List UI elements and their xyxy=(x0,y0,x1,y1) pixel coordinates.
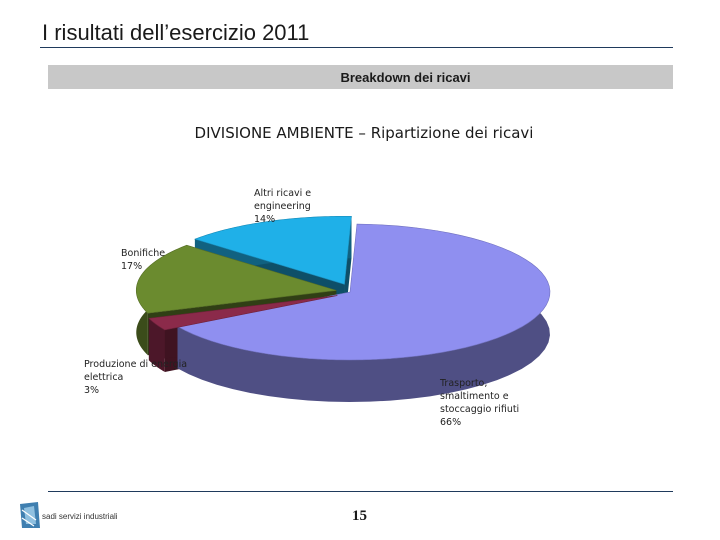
section-bar: Breakdown dei ricavi xyxy=(48,65,673,89)
page-number: 15 xyxy=(352,508,367,524)
slice-label-produzione-energia: Produzione di energia elettrica 3% xyxy=(84,359,188,396)
section-title: Breakdown dei ricavi xyxy=(340,69,471,85)
chart-title: DIVISIONE AMBIENTE – Ripartizione dei ri… xyxy=(194,124,534,142)
title-divider xyxy=(40,47,673,48)
slice-label-trasporto: Trasporto, smaltimento e stoccaggio rifi… xyxy=(440,378,520,428)
page-title: I risultati dell’esercizio 2011 xyxy=(42,20,310,45)
logo-text: sadi servizi industriali xyxy=(42,512,118,521)
slice-label-altri-ricavi: Altri ricavi e engineering 14% xyxy=(254,188,312,225)
pie-slice-0 xyxy=(176,223,551,361)
slice-label-bonifiche: Bonifiche 17% xyxy=(121,248,166,272)
pie-slice-3 xyxy=(193,215,352,285)
company-logo-icon xyxy=(20,502,40,528)
pie-slice-1 xyxy=(148,295,338,331)
pie-slice-2 xyxy=(135,244,337,314)
footer-divider xyxy=(48,491,673,492)
